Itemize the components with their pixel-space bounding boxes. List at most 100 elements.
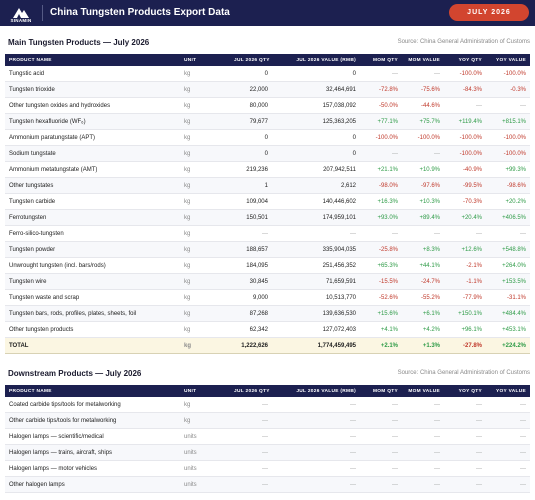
cell: — (360, 428, 402, 445)
cell: — (272, 397, 360, 413)
cell: -97.6% (402, 177, 444, 194)
product-name: Ammonium paratungstate (APT) (5, 129, 180, 146)
cell: +77.1% (360, 113, 402, 130)
cell: +44.1% (402, 257, 444, 274)
product-name: Halogen lamps — trains, aircraft, ships (5, 444, 180, 461)
column-header: MOM QTY (360, 385, 402, 397)
cell: — (444, 428, 486, 445)
cell: kg (180, 321, 230, 338)
cell: 0 (272, 129, 360, 146)
column-header: MOM VALUE (402, 385, 444, 397)
cell: — (230, 428, 272, 445)
product-name: Other carbide tips/tools for metalworkin… (5, 412, 180, 429)
column-header: YOY QTY (444, 385, 486, 397)
cell: — (486, 225, 530, 242)
cell: +93.0% (360, 209, 402, 226)
cell: — (486, 397, 530, 413)
cell: — (402, 145, 444, 162)
cell: 125,363,205 (272, 113, 360, 130)
cell: -100.0% (360, 129, 402, 146)
cell: +119.4% (444, 113, 486, 130)
cell: — (402, 397, 444, 413)
product-name: Sodium tungstate (5, 145, 180, 162)
cell: -31.1% (486, 289, 530, 306)
divider (42, 5, 43, 21)
cell: — (402, 66, 444, 82)
data-row: Tungsten bars, rods, profiles, plates, s… (5, 305, 530, 322)
cell: -24.7% (402, 273, 444, 290)
column-header: JUL 2026 VALUE (RMB) (272, 385, 360, 397)
cell: -100.0% (444, 145, 486, 162)
data-row: Other tungsten products kg 62,342 127,072,4… (5, 321, 530, 338)
data-row: Tungsten powder kg 188,657 335,904,035 -25.8… (5, 241, 530, 258)
total-cell: 1,774,459,495 (272, 337, 360, 354)
cell: kg (180, 81, 230, 98)
total-cell: +1.3% (402, 337, 444, 354)
product-name: Halogen lamps — scientific/medical (5, 428, 180, 445)
column-header: UNIT (180, 385, 230, 397)
cell: — (444, 412, 486, 429)
cell: — (272, 444, 360, 461)
data-row: Other tungstates kg 1 2,612 -98.0% -97.6% -99.… (5, 177, 530, 194)
cell: 80,000 (230, 97, 272, 114)
cell: — (402, 412, 444, 429)
cell: kg (180, 177, 230, 194)
cell: 0 (272, 66, 360, 82)
cell: — (402, 225, 444, 242)
cell: kg (180, 113, 230, 130)
cell: +815.1% (486, 113, 530, 130)
data-row: Tungstic acid kg 0 0— — -100.0% -100.0% (5, 66, 530, 82)
product-name: Tungsten wire (5, 273, 180, 290)
data-row: Tungsten trioxide kg 22,000 32,464,691 -72.8… (5, 81, 530, 98)
cell: 87,268 (230, 305, 272, 322)
cell: +6.1% (402, 305, 444, 322)
cell: +10.3% (402, 193, 444, 210)
cell: +96.1% (444, 321, 486, 338)
cell: 157,038,092 (272, 97, 360, 114)
cell: -52.6% (360, 289, 402, 306)
cell: — (360, 476, 402, 493)
cell: 0 (230, 129, 272, 146)
source-note: Source: China General Administration of … (397, 39, 530, 45)
total-cell: kg (180, 337, 230, 354)
cell: kg (180, 273, 230, 290)
cell: -25.8% (360, 241, 402, 258)
cell: 139,636,530 (272, 305, 360, 322)
cell: -98.6% (486, 177, 530, 194)
cell: 62,342 (230, 321, 272, 338)
cell: — (230, 412, 272, 429)
cell: -77.9% (444, 289, 486, 306)
cell: — (402, 428, 444, 445)
cell: +4.1% (360, 321, 402, 338)
column-header: YOY QTY (444, 54, 486, 66)
cell: kg (180, 412, 230, 429)
product-name: Tungsten hexafluoride (WF₆) (5, 113, 180, 130)
data-table: PRODUCT NAME UNIT JUL 2026 QTY JUL 2026 VAL… (5, 385, 530, 493)
cell: kg (180, 129, 230, 146)
cell: kg (180, 66, 230, 82)
product-name: Halogen lamps — motor vehicles (5, 460, 180, 477)
cell: — (230, 476, 272, 493)
cell: +75.7% (402, 113, 444, 130)
cell: — (444, 460, 486, 477)
cell: -99.5% (444, 177, 486, 194)
section-title: Downstream Products — July 2026 (8, 369, 142, 378)
cell: kg (180, 161, 230, 178)
cell: kg (180, 145, 230, 162)
cell: — (402, 460, 444, 477)
total-row: TOTAL kg 1,222,626 1,774,459,495 +2.1% +1.3% -… (5, 337, 530, 354)
cell: 71,659,591 (272, 273, 360, 290)
column-header: MOM QTY (360, 54, 402, 66)
cell: +406.5% (486, 209, 530, 226)
cell: — (486, 428, 530, 445)
cell: +89.4% (402, 209, 444, 226)
total-cell: +224.2% (486, 337, 530, 354)
header-row: PRODUCT NAME UNIT JUL 2026 QTY JUL 2026 VAL… (5, 385, 530, 397)
product-name: Tungsten waste and scrap (5, 289, 180, 306)
cell: 140,446,602 (272, 193, 360, 210)
top-bar: SINAMIN China Tungsten Products Export D… (0, 0, 535, 26)
cell: — (272, 476, 360, 493)
cell: — (444, 225, 486, 242)
cell: 335,904,035 (272, 241, 360, 258)
data-row: Other carbide tips/tools for metalworkin… (5, 412, 530, 429)
